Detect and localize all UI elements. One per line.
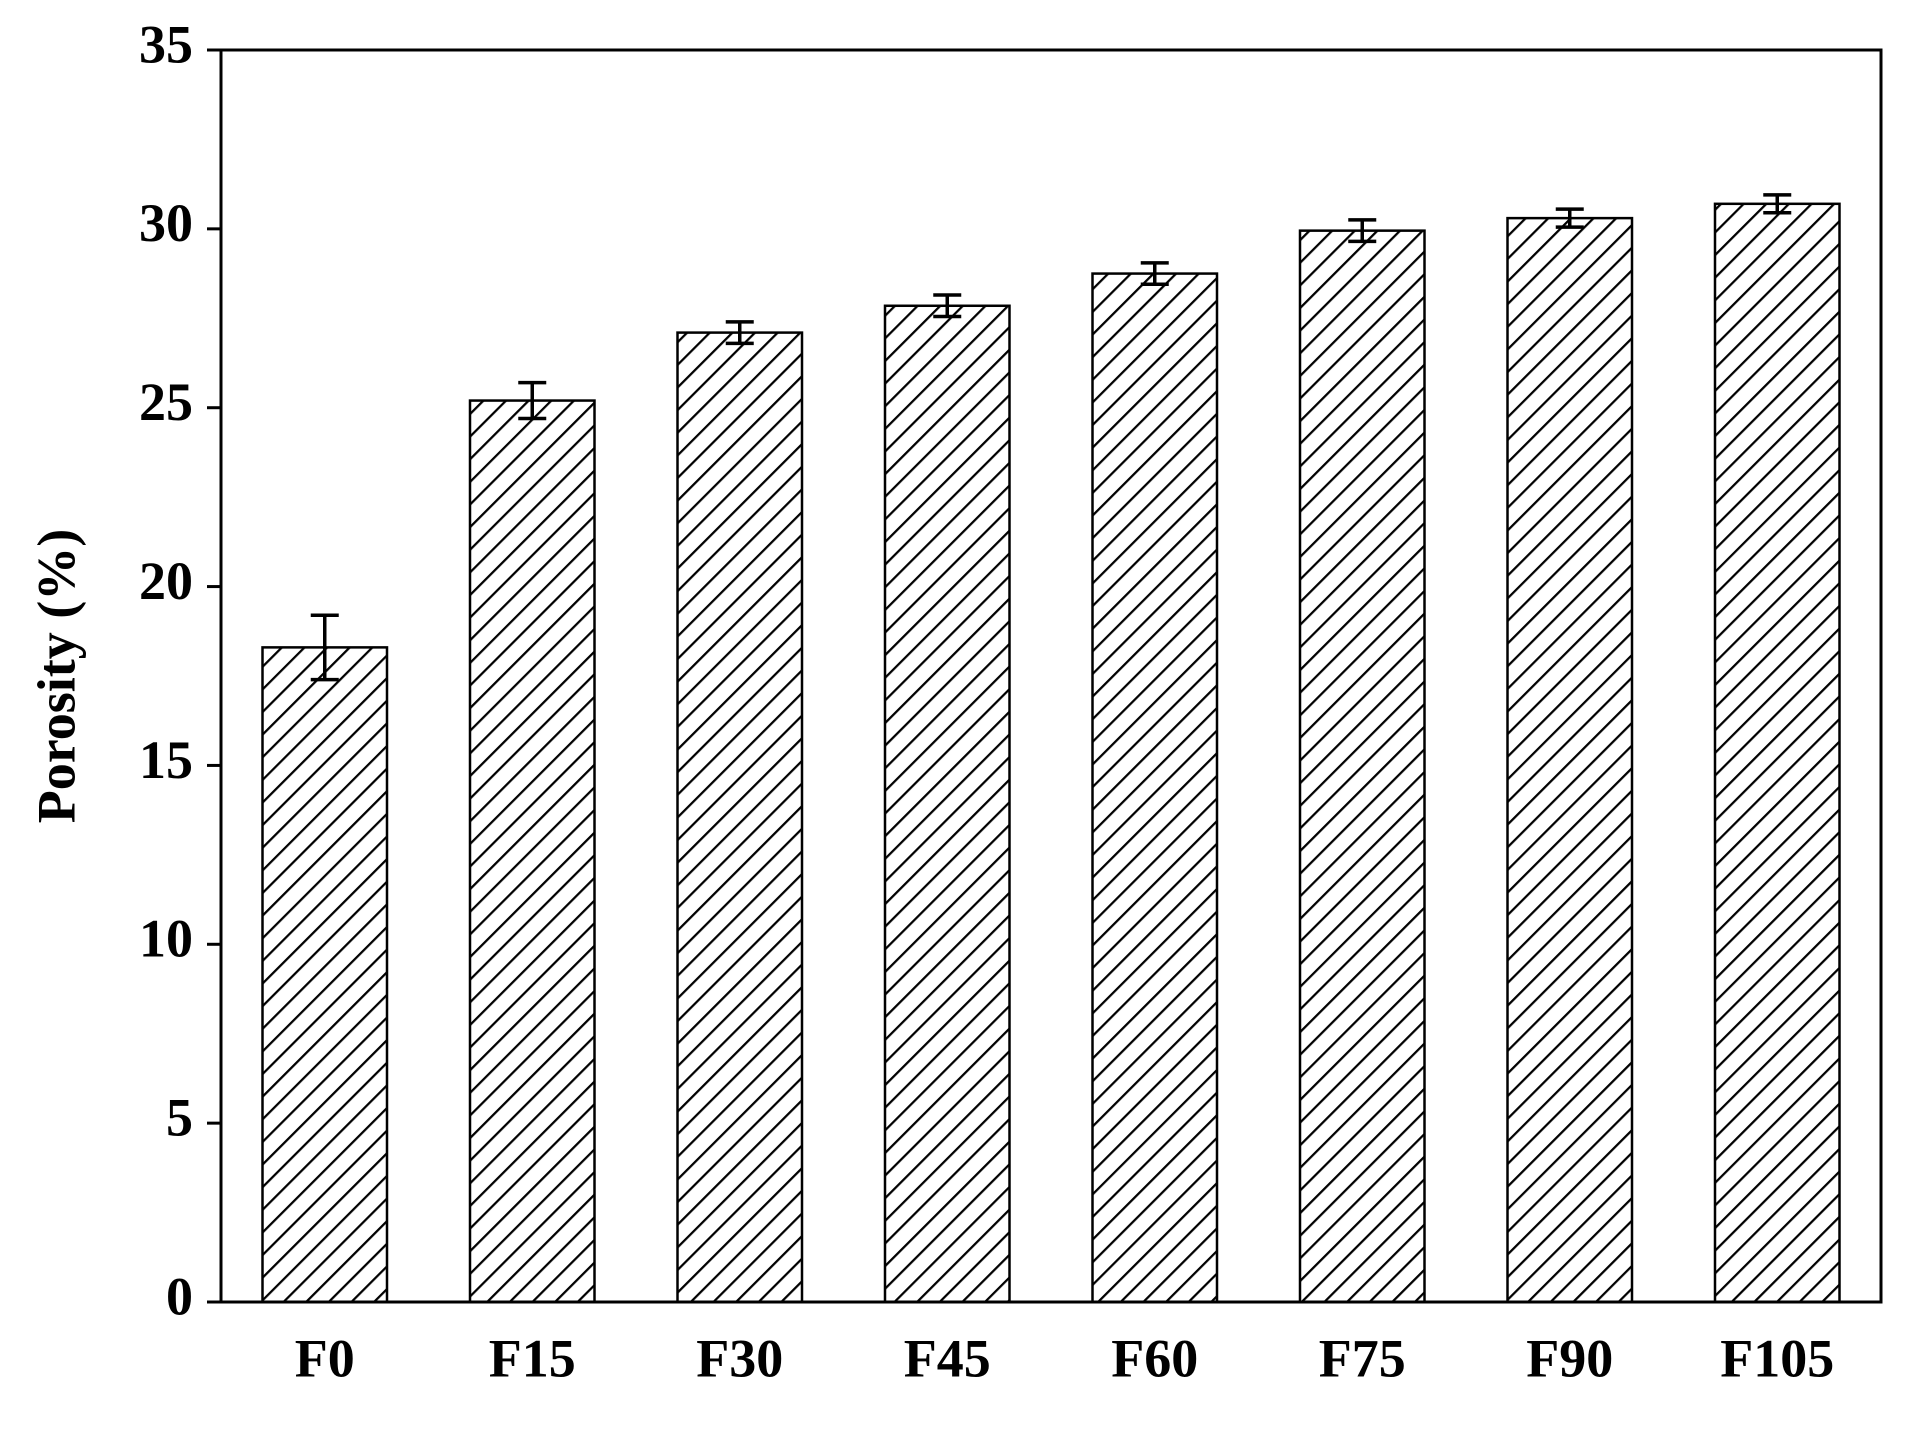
x-tick-label: F0 [295, 1328, 355, 1388]
bar [261, 646, 389, 1304]
y-tick-label: 15 [139, 730, 193, 790]
y-tick-label: 25 [139, 372, 193, 432]
x-tick-label: F105 [1720, 1328, 1834, 1388]
x-tick-label: F60 [1111, 1328, 1198, 1388]
x-tick-label: F75 [1319, 1328, 1406, 1388]
y-tick-label: 30 [139, 193, 193, 253]
bar [468, 399, 596, 1304]
y-tick-label: 35 [139, 14, 193, 74]
error-bar [1348, 218, 1377, 244]
x-tick-label: F30 [696, 1328, 783, 1388]
y-tick-label: 0 [166, 1266, 193, 1326]
x-tick-label: F15 [489, 1328, 576, 1388]
bar [1298, 229, 1426, 1304]
bar [1091, 272, 1219, 1304]
plot-frame [219, 48, 1883, 1304]
bar [1506, 216, 1634, 1304]
bar [676, 331, 804, 1304]
y-axis-label: Porosity (%) [26, 529, 86, 823]
error-bar [725, 320, 754, 346]
error-bar [933, 293, 962, 319]
error-bar [1555, 207, 1584, 229]
error-bar [1763, 193, 1792, 215]
y-tick-label: 10 [139, 909, 193, 969]
bar [1713, 202, 1841, 1304]
y-tick-label: 20 [139, 551, 193, 611]
error-bar [1140, 261, 1169, 287]
x-tick-label: F90 [1526, 1328, 1613, 1388]
x-tick-label: F45 [904, 1328, 991, 1388]
error-bar [518, 380, 547, 421]
bar [883, 304, 1011, 1304]
error-bar [310, 613, 339, 682]
y-tick-label: 5 [166, 1088, 193, 1148]
